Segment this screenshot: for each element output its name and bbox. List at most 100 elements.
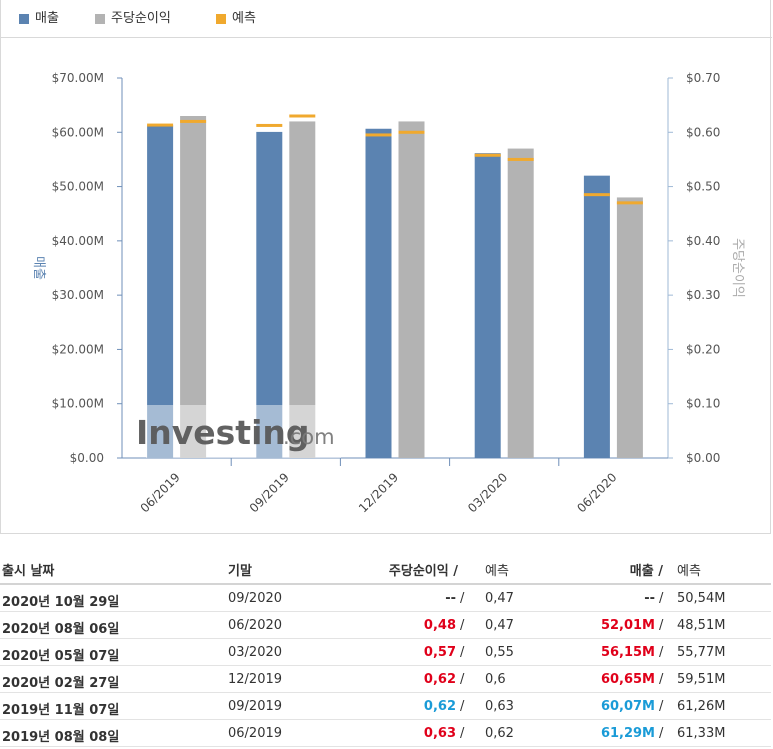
right-tick-label: $0.70 [686, 71, 720, 85]
legend-swatch-forecast [216, 14, 226, 24]
right-axis-title: 주당순이익 [730, 238, 745, 298]
table-body: 2020년 10월 29일 09/2020 --/0,47 --/50,54M 2020… [0, 585, 773, 747]
cell-revenue: 60,65M [600, 672, 655, 687]
eps-forecast-marker [289, 114, 316, 118]
legend-swatch-revenue [19, 14, 29, 24]
revenue-bar [365, 128, 392, 458]
earnings-table: 출시 날짜 기말 주당순이익 / 예측 매출 / 예측 2020년 10월 29… [0, 556, 773, 747]
left-tick-label: $10.00M [52, 397, 104, 411]
cell-revenue-forecast: 50,54M [677, 591, 726, 606]
eps-bar [289, 121, 316, 458]
cell-release-date: 2020년 08월 06일 [2, 622, 120, 637]
cell-period: 09/2020 [228, 591, 283, 606]
table-row[interactable]: 2019년 08월 08일 06/2019 0,63 / 0,62 61,29M / 61,3… [0, 720, 771, 747]
cell-divider: / [460, 645, 465, 660]
header-revenue[interactable]: 매출 / [629, 564, 663, 579]
cell-divider: / [460, 699, 465, 714]
cell-revenue: 61,29M [600, 726, 655, 741]
revenue-forecast-marker [256, 123, 283, 127]
cell-divider: / [460, 726, 465, 741]
cell-release-date: 2019년 11월 07일 [2, 703, 120, 718]
header-period[interactable]: 기말 [228, 564, 252, 579]
legend-swatch-eps [95, 14, 105, 24]
revenue-forecast-marker [474, 153, 501, 157]
left-tick-label: $70.00M [52, 71, 104, 85]
cell-revenue-forecast: 55,77M [677, 645, 726, 660]
left-tick-label: $30.00M [52, 288, 104, 302]
watermark-backdrop [146, 405, 341, 458]
header-revenue-forecast[interactable]: 예측 [677, 564, 701, 579]
cell-divider: / [659, 618, 664, 633]
revenue-forecast-marker [583, 193, 610, 197]
cell-eps-forecast: 0,6 [485, 672, 506, 687]
eps-forecast-marker [398, 130, 425, 134]
cell-revenue-forecast: 48,51M [677, 618, 726, 633]
x-tick-label: 06/2019 [138, 470, 183, 515]
right-tick-label: $0.50 [686, 180, 720, 194]
x-tick-label: 09/2019 [247, 470, 292, 515]
cell-revenue: 56,15M [600, 645, 655, 660]
revenue-forecast-marker [365, 133, 392, 137]
left-tick-label: $50.00M [52, 180, 104, 194]
cell-divider: / [659, 672, 664, 687]
cell-revenue-forecast: 61,33M [677, 726, 726, 741]
cell-period: 06/2019 [228, 726, 283, 741]
cell-divider: / [460, 672, 465, 687]
right-tick-label: $0.00 [686, 451, 720, 465]
header-release-date[interactable]: 출시 날짜 [2, 564, 55, 579]
x-tick-label: 03/2020 [465, 470, 510, 515]
chart-panel: 매출 주당순이익 예측 $0.00 $10.00M $20.00M $30.00M $4… [0, 0, 772, 534]
revenue-bar [147, 125, 174, 458]
left-tick-label: $20.00M [52, 342, 104, 356]
cell-eps-forecast: 0,55 [485, 645, 514, 660]
left-tick-label: $0.00 [70, 451, 104, 465]
right-tick-label: $0.10 [686, 397, 720, 411]
left-tick-label: $40.00M [52, 234, 104, 248]
header-divider [0, 583, 771, 585]
cell-divider: / [659, 591, 664, 606]
chart-legend: 매출 주당순이익 예측 [1, 0, 772, 38]
table-row[interactable]: 2020년 10월 29일 09/2020 -- / 0,47 -- / 50,54M [0, 585, 771, 612]
header-eps-forecast[interactable]: 예측 [485, 564, 509, 579]
cell-release-date: 2019년 08월 08일 [2, 730, 120, 745]
cell-revenue: -- [644, 591, 655, 606]
header-eps[interactable]: 주당순이익 / [388, 564, 458, 579]
earnings-chart: $0.00 $10.00M $20.00M $30.00M $40.00M $50.00M… [31, 71, 745, 515]
cell-eps: 0,62 [423, 699, 456, 714]
right-tick-label: $0.40 [686, 234, 720, 248]
cell-revenue-forecast: 61,26M [677, 699, 726, 714]
right-tick-label: $0.60 [686, 125, 720, 139]
cell-release-date: 2020년 02월 27일 [2, 676, 120, 691]
legend-label-revenue: 매출 [35, 11, 59, 26]
eps-bar [180, 116, 207, 458]
revenue-bar [583, 175, 610, 458]
cell-eps: 0,62 [423, 672, 456, 687]
eps-forecast-marker [180, 119, 207, 123]
cell-release-date: 2020년 10월 29일 [2, 595, 120, 610]
cell-eps: 0,48 [423, 618, 456, 633]
cell-divider: / [659, 645, 664, 660]
cell-revenue: 52,01M [600, 618, 655, 633]
right-tick-label: $0.20 [686, 342, 720, 356]
cell-eps: 0,57 [423, 645, 456, 660]
x-tick-label: 06/2020 [574, 470, 619, 515]
cell-divider: / [659, 726, 664, 741]
cell-period: 06/2020 [228, 618, 283, 633]
cell-release-date: 2020년 05월 07일 [2, 649, 120, 664]
legend-label-eps: 주당순이익 [111, 11, 171, 26]
x-tick-label: 12/2019 [356, 470, 401, 515]
eps-forecast-marker [616, 201, 643, 205]
investing-logo: Investing [136, 413, 310, 452]
cell-eps-forecast: 0,47 [485, 591, 514, 606]
table-row[interactable]: 2020년 02월 27일 12/2019 0,62 / 0,6 60,65M / 59,51… [0, 666, 771, 693]
cell-divider: / [460, 591, 465, 606]
cell-period: 03/2020 [228, 645, 283, 660]
table-row[interactable]: 2019년 11월 07일 09/2019 0,62 / 0,63 60,07M / 61,2… [0, 693, 771, 720]
investing-logo-suffix: .com [283, 425, 335, 449]
cell-divider: / [659, 699, 664, 714]
cell-eps-forecast: 0,63 [485, 699, 514, 714]
table-header: 출시 날짜 기말 주당순이익 / 예측 매출 / 예측 [0, 556, 773, 585]
left-axis-title: 매출 [31, 256, 46, 280]
table-row[interactable]: 2020년 05월 07일 03/2020 0,57 / 0,55 56,15M / 55,7… [0, 639, 771, 666]
table-row[interactable]: 2020년 08월 06일 06/2020 0,48 / 0,47 52,01M / 48,5… [0, 612, 771, 639]
